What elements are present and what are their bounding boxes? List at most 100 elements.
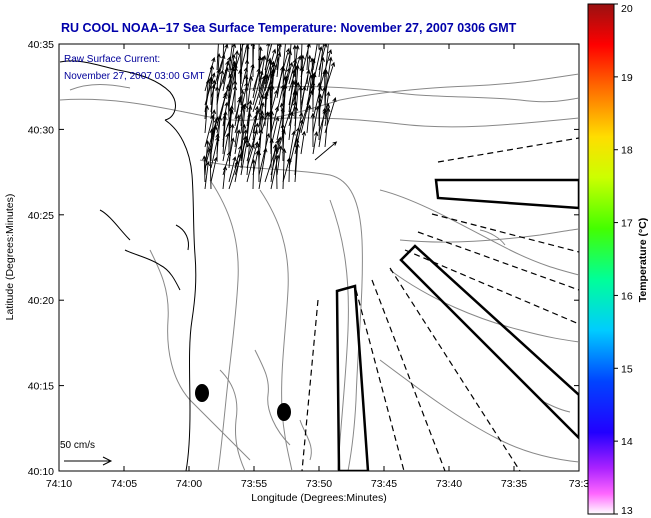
current-vector <box>256 150 262 183</box>
x-tick-label: 74:10 <box>46 478 72 490</box>
current-vector <box>317 81 322 127</box>
x-tick-label: 73:35 <box>501 478 527 490</box>
current-vector <box>257 55 263 85</box>
current-vector <box>240 123 247 155</box>
current-vector <box>264 44 271 78</box>
surface-current-vectors <box>202 44 338 190</box>
current-vector <box>300 85 307 113</box>
scale-label: 50 cm/s <box>60 440 95 451</box>
current-vector <box>215 132 220 162</box>
current-label-line1: Raw Surface Current: <box>64 54 160 65</box>
current-vector <box>234 153 242 183</box>
colorbar-tick-label: 19 <box>621 72 633 84</box>
colorbar-tick-label: 15 <box>621 363 633 375</box>
current-vector <box>215 85 220 120</box>
x-tick-label: 73:3 <box>569 478 590 490</box>
x-tick-label: 73:40 <box>436 478 462 490</box>
current-vector <box>306 44 309 71</box>
x-tick-label: 73:45 <box>371 478 397 490</box>
current-vector <box>294 142 300 183</box>
current-vector <box>238 69 243 106</box>
radar-sector-lines <box>301 137 579 471</box>
y-tick-label: 40:15 <box>28 381 54 393</box>
current-vector <box>244 74 249 106</box>
current-vector <box>240 44 245 85</box>
colorbar-tick-label: 14 <box>621 436 633 448</box>
current-vector <box>292 89 297 120</box>
current-vector <box>216 69 225 106</box>
current-vector <box>258 93 265 120</box>
coastline <box>59 60 197 471</box>
current-vector <box>228 44 233 71</box>
current-vector <box>246 75 254 113</box>
current-vector <box>263 94 268 127</box>
colorbar-tick-label: 16 <box>621 290 633 302</box>
current-vector <box>222 110 228 155</box>
current-vector <box>222 44 224 71</box>
current-vector <box>232 79 238 113</box>
current-vector <box>276 44 279 71</box>
map-title: RU COOL NOAA–17 Sea Surface Temperature:… <box>61 21 517 35</box>
current-vector <box>222 101 229 127</box>
current-vector <box>268 110 273 155</box>
current-vector <box>246 99 253 127</box>
current-vector <box>294 105 299 134</box>
current-vector <box>270 44 282 78</box>
colorbar-ticks: 20 19 18 17 16 15 14 13 <box>614 3 633 517</box>
current-vector <box>225 83 231 120</box>
current-vector <box>204 139 210 176</box>
current-vector <box>281 66 286 106</box>
current-vector <box>287 157 292 183</box>
current-vector <box>234 129 241 155</box>
current-vector <box>240 44 248 71</box>
current-vector <box>216 52 222 92</box>
current-vector <box>282 44 286 71</box>
current-vector <box>300 44 303 71</box>
current-vector <box>258 132 271 176</box>
current-vector <box>222 165 228 190</box>
current-vector <box>292 44 297 78</box>
current-vector <box>306 104 312 134</box>
current-vector <box>207 147 213 190</box>
current-vector <box>222 60 230 85</box>
current-vector <box>228 123 235 169</box>
current-vector <box>240 103 248 148</box>
y-axis: 40:35 40:30 40:25 40:20 40:15 40:10 <box>28 39 579 478</box>
current-vector <box>269 138 274 169</box>
current-vector <box>264 111 271 155</box>
current-vector <box>204 104 210 134</box>
current-vector <box>282 148 287 190</box>
current-vector <box>300 130 307 155</box>
colorbar-tick-label: 20 <box>621 3 633 15</box>
current-vector <box>258 44 260 71</box>
current-vector <box>318 56 326 99</box>
colorbar-tick-label: 17 <box>621 218 633 230</box>
x-tick-label: 74:00 <box>176 478 202 490</box>
sampling-boxes <box>335 178 579 471</box>
colorbar-gradient <box>587 3 615 515</box>
map-area: Raw Surface Current: November 27, 2007 0… <box>59 44 579 471</box>
current-vector <box>268 59 273 99</box>
current-vector <box>288 111 294 141</box>
scale-arrow <box>64 456 113 466</box>
current-vector <box>322 69 327 106</box>
x-tick-label: 73:50 <box>306 478 332 490</box>
current-vector <box>246 112 252 141</box>
y-tick-label: 40:10 <box>28 466 54 478</box>
current-vector <box>276 44 283 78</box>
x-axis-label: Longitude (Degrees:Minutes) <box>251 492 386 504</box>
current-vector <box>210 124 218 155</box>
current-vector <box>294 64 300 106</box>
colorbar-label: Temperature (°C) <box>637 218 649 303</box>
current-vector <box>244 59 250 85</box>
current-vector <box>269 110 275 141</box>
current-vector <box>312 44 318 71</box>
x-tick-label: 74:05 <box>111 478 137 490</box>
current-vector <box>210 79 217 120</box>
y-tick-label: 40:20 <box>28 295 54 307</box>
current-vector <box>209 128 214 162</box>
current-vector <box>310 73 315 113</box>
current-vector <box>204 56 216 92</box>
current-vector <box>324 69 329 113</box>
current-label-line2: November 27, 2007 03:00 GMT <box>64 71 205 82</box>
